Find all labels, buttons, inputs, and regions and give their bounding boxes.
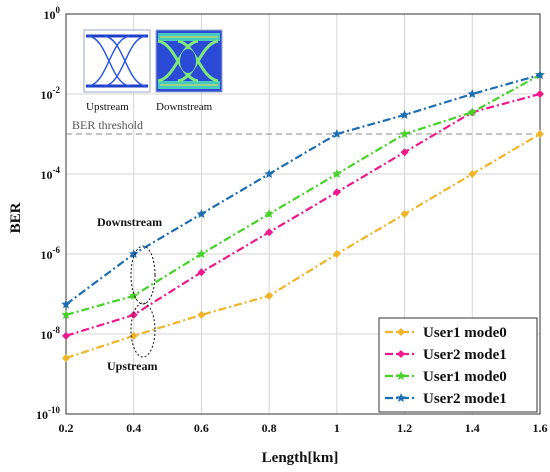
diamond-marker (265, 291, 274, 300)
star-marker (332, 129, 342, 138)
y-tick-label: 10-6 (41, 245, 61, 262)
y-tick-label: 10-2 (41, 85, 61, 102)
star-marker (399, 109, 410, 119)
x-tick-label: 1.4 (465, 421, 480, 435)
x-tick-label: 0.2 (59, 421, 74, 435)
downstream-eye-diagram (155, 29, 223, 93)
y-tick-label: 10-4 (41, 165, 61, 182)
legend-box (378, 317, 538, 413)
ber-threshold-label: BER threshold (72, 118, 143, 132)
eye-diagram-insets: Upstream Downstream (83, 29, 223, 113)
diamond-marker (468, 170, 477, 178)
annotations: Downstream Upstream (97, 215, 162, 373)
x-tick-label: 1 (334, 421, 340, 435)
x-tick-label: 0.8 (262, 421, 277, 435)
downstream-ellipse (130, 245, 156, 305)
upstream-ellipse (130, 302, 156, 358)
star-marker (467, 107, 477, 117)
y-tick-label: 10-10 (36, 405, 60, 422)
star-marker (61, 309, 71, 319)
x-axis-label: Length[km] (262, 450, 339, 466)
diamond-marker (400, 148, 409, 157)
legend-label: User2 mode1 (423, 347, 507, 363)
star-marker (196, 209, 207, 218)
series-line (65, 73, 541, 306)
y-axis-ticks: 100 10-2 10-4 10-6 10-8 10-10 (36, 5, 61, 422)
star-marker (264, 169, 274, 178)
x-tick-label: 1.2 (397, 421, 412, 435)
legend-label: User2 mode1 (423, 391, 507, 407)
diamond-marker (400, 210, 409, 218)
star-marker (196, 249, 207, 258)
downstream-annotation: Downstream (97, 215, 162, 229)
y-tick-label: 100 (44, 5, 61, 22)
upstream-eye-diagram (83, 29, 151, 93)
star-marker (129, 290, 139, 300)
diamond-marker (265, 228, 274, 237)
x-tick-label: 0.6 (194, 421, 209, 435)
diamond-marker (332, 250, 341, 258)
series-line (65, 73, 541, 316)
x-tick-label: 0.4 (126, 421, 141, 435)
star-marker (396, 371, 406, 380)
downstream-inset-caption: Downstream (156, 101, 213, 113)
diamond-marker (129, 310, 138, 319)
diamond-marker (62, 354, 70, 363)
series-group (61, 69, 545, 363)
legend: User1 mode0 User2 mode1 User1 mode0 User2 m… (378, 317, 538, 413)
y-axis-label: BER (8, 202, 24, 233)
diamond-marker (62, 331, 70, 340)
y-tick-label: 10-8 (41, 325, 61, 342)
series-line (65, 92, 541, 337)
star-marker (61, 299, 71, 309)
legend-label: User1 mode0 (423, 325, 507, 341)
star-marker (399, 129, 410, 138)
diamond-marker (197, 268, 206, 277)
upstream-inset-caption: Upstream (86, 101, 129, 113)
diamond-marker (397, 350, 405, 358)
star-marker (129, 249, 139, 258)
star-marker (332, 169, 342, 178)
diamond-marker (197, 310, 206, 319)
threshold-group: BER threshold (66, 118, 540, 135)
diamond-marker (332, 188, 341, 197)
plot-frame (65, 13, 541, 415)
diamond-marker (129, 331, 138, 340)
star-marker (467, 89, 477, 98)
series-4 (61, 69, 545, 309)
diamond-marker (536, 130, 544, 138)
series-3 (61, 69, 545, 319)
star-marker (264, 209, 274, 218)
x-axis-ticks: 0.2 0.4 0.6 0.8 1 1.2 1.4 1.6 (59, 421, 548, 435)
star-marker (535, 69, 545, 79)
series-line (65, 133, 541, 360)
series-1 (62, 130, 544, 363)
star-marker (396, 393, 406, 402)
legend-label: User1 mode0 (423, 369, 507, 385)
diamond-marker (536, 90, 544, 98)
x-tick-label: 1.6 (533, 421, 548, 435)
diamond-marker (397, 328, 405, 336)
upstream-annotation: Upstream (107, 359, 157, 373)
